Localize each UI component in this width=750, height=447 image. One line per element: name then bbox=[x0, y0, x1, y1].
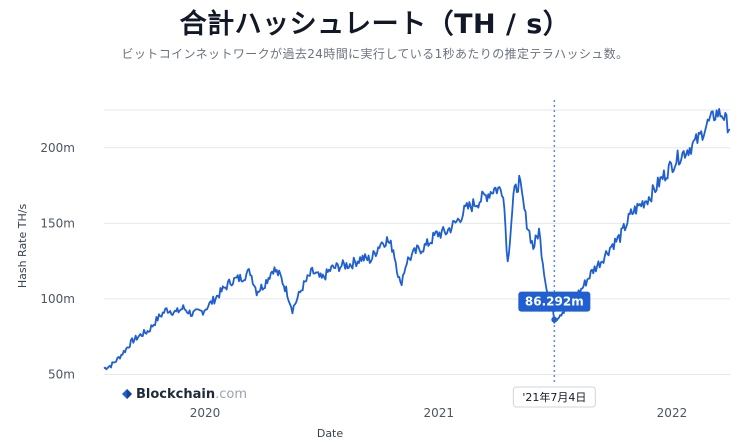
y-tick-label: 150m bbox=[40, 216, 75, 230]
page-title: 合計ハッシュレート（TH / s） bbox=[179, 9, 571, 40]
y-tick-label: 100m bbox=[40, 292, 75, 306]
date-badge-label: '21年7月4日 bbox=[522, 390, 586, 404]
blockchain-brand: Blockchain .com bbox=[121, 385, 247, 403]
page-subtitle: ビットコインネットワークが過去24時間に実行している1秒あたりの推定テラハッシュ… bbox=[121, 47, 629, 61]
y-tick-label: 50m bbox=[48, 367, 75, 381]
blockchain-logo-icon bbox=[122, 389, 132, 399]
x-tick-label: 2022 bbox=[657, 406, 688, 420]
brand-name: Blockchain bbox=[136, 386, 216, 402]
hash-rate-line[interactable] bbox=[103, 108, 731, 371]
y-axis-title: Hash Rate TH/s bbox=[16, 204, 29, 289]
value-tooltip-label: 86.292m bbox=[525, 295, 584, 309]
value-tooltip bbox=[518, 291, 591, 312]
x-tick-label: 2021 bbox=[424, 406, 455, 420]
y-tick-label: 200m bbox=[40, 141, 75, 155]
x-axis-title: Date bbox=[317, 427, 344, 440]
brand-suffix: .com bbox=[215, 386, 247, 402]
hover-point[interactable] bbox=[551, 316, 558, 323]
date-badge bbox=[512, 386, 596, 408]
x-tick-label: 2020 bbox=[190, 406, 221, 420]
